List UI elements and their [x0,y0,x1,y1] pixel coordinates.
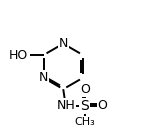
Text: S: S [80,99,89,113]
Text: CH₃: CH₃ [74,117,95,127]
Text: NH: NH [56,99,75,112]
Text: O: O [80,83,90,96]
Text: N: N [39,71,48,84]
Text: HO: HO [8,49,28,62]
Text: N: N [58,37,68,50]
Text: O: O [98,99,107,112]
